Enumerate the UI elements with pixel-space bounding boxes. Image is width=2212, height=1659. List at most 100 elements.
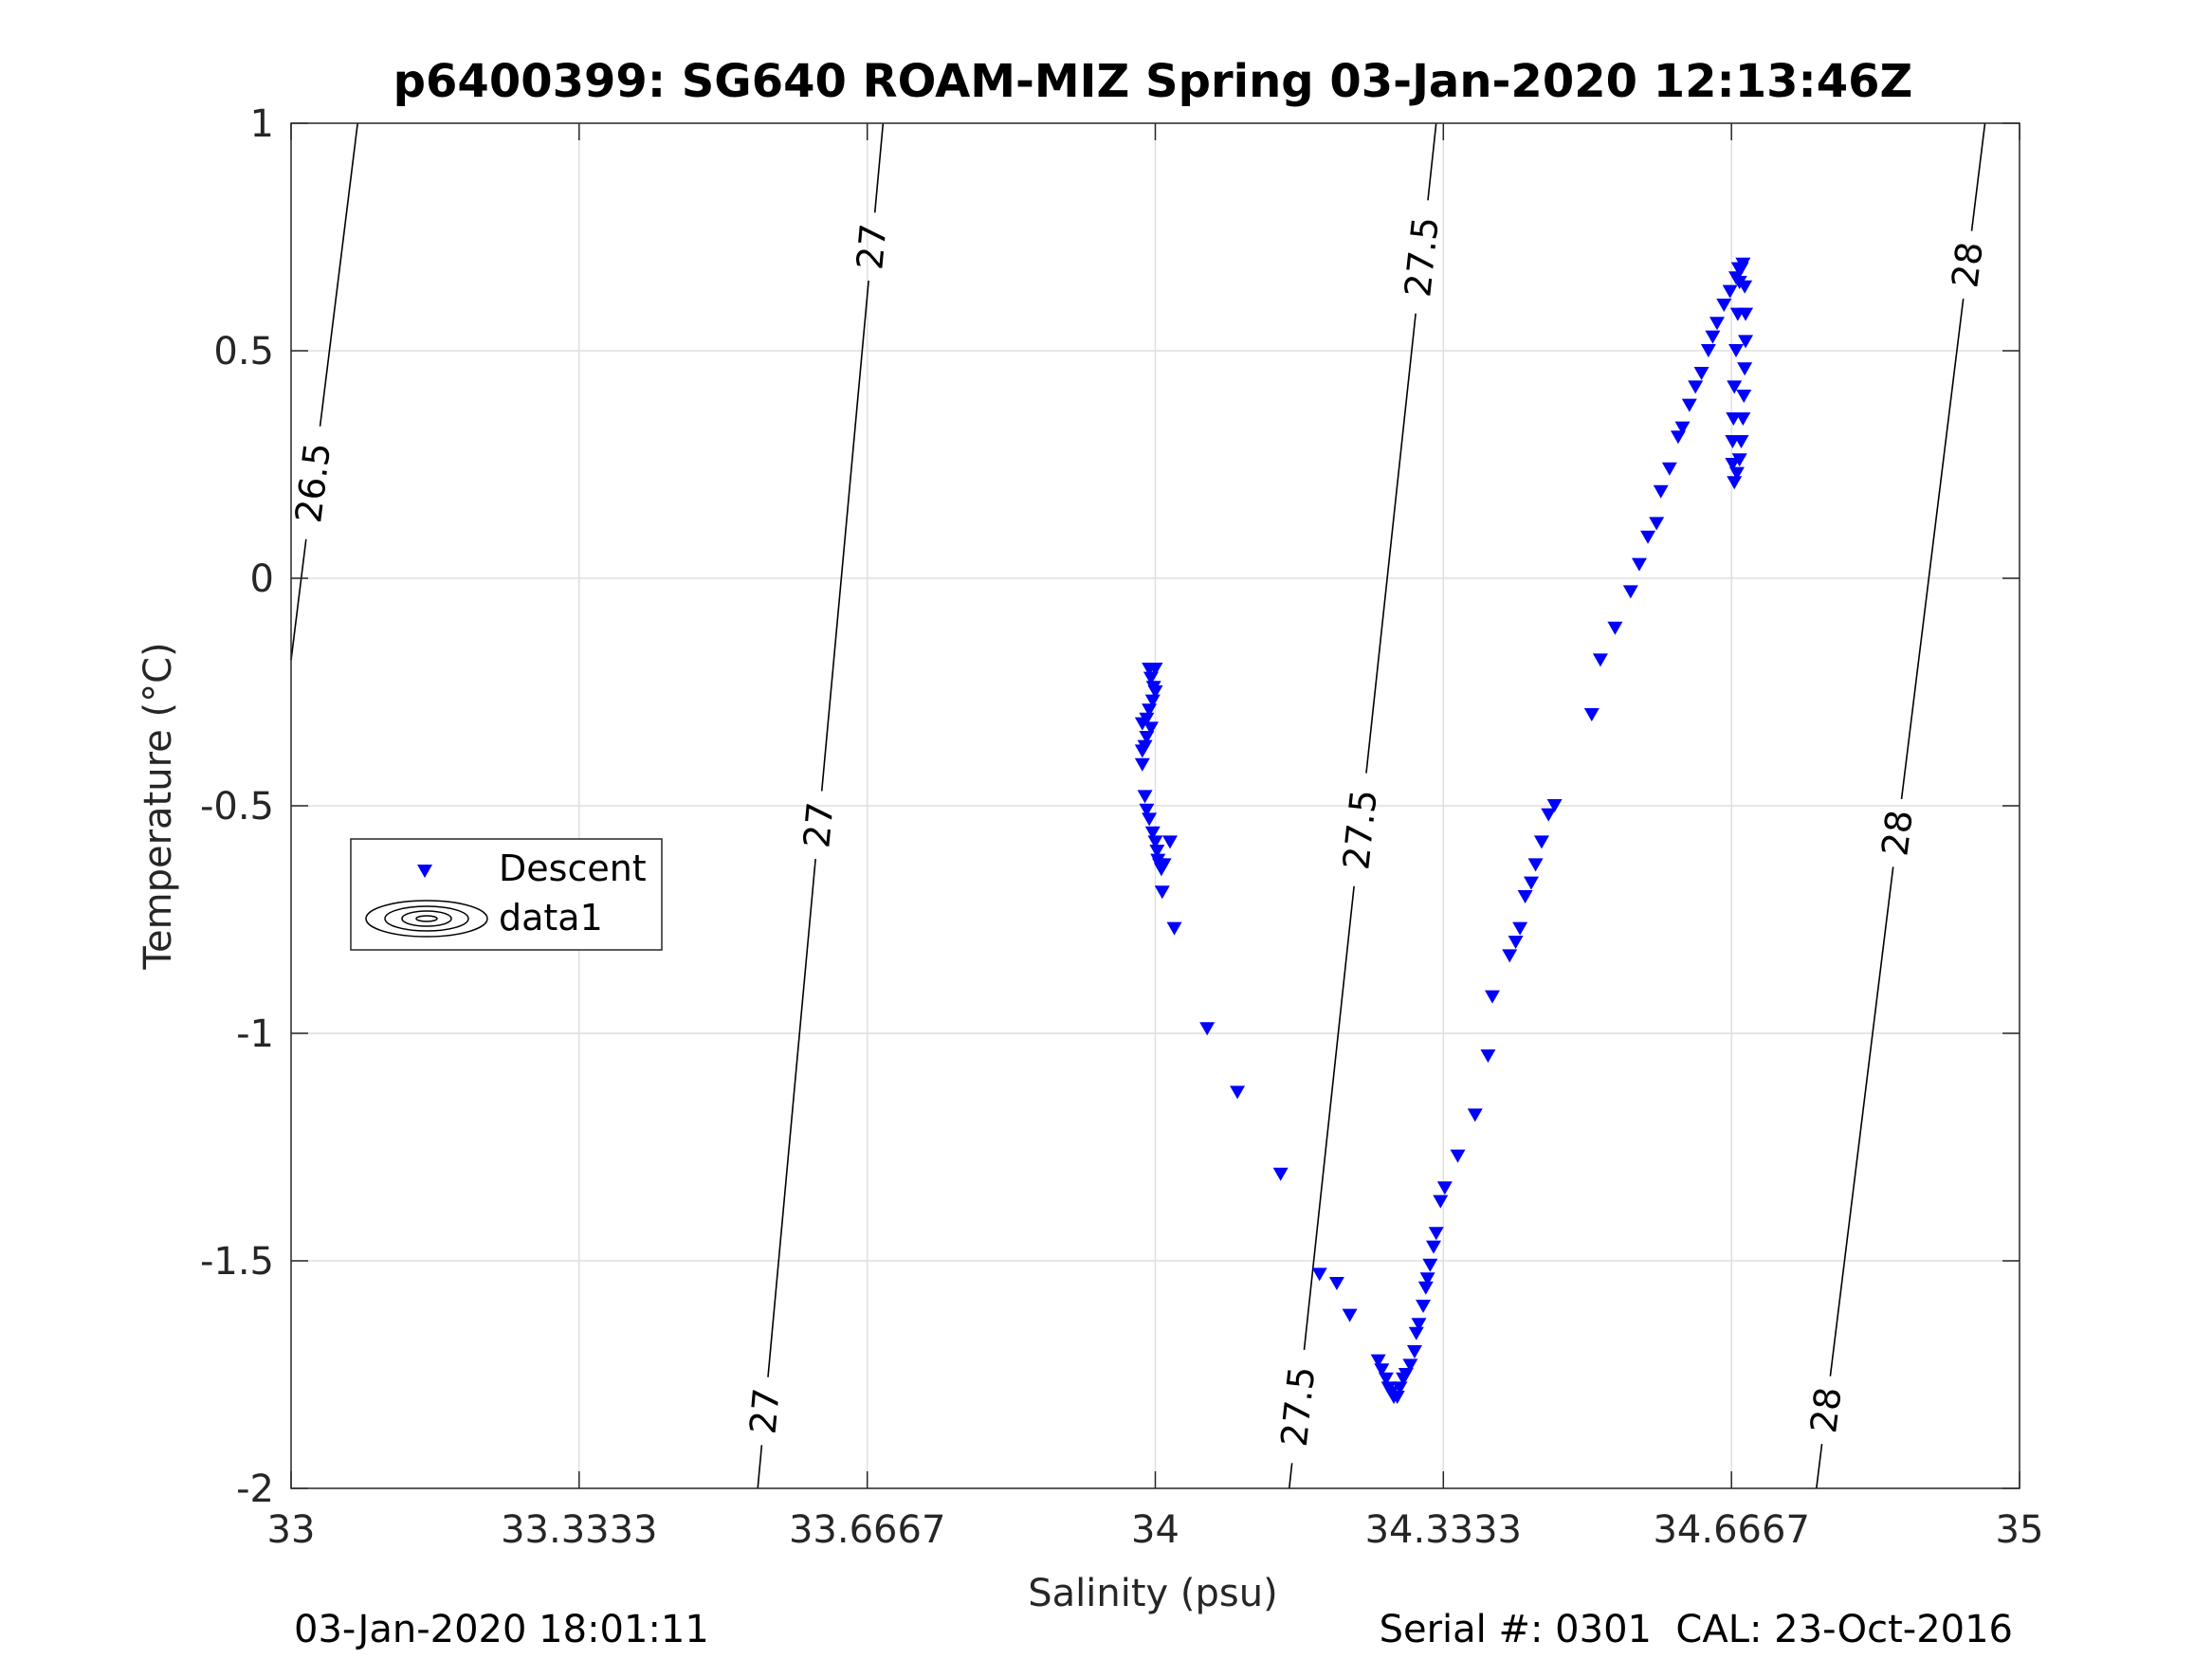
legend-contour-icon	[365, 900, 488, 938]
descent-point	[1484, 990, 1500, 1004]
contour-line	[319, 122, 358, 427]
descent-point	[1722, 284, 1738, 299]
descent-point	[1709, 317, 1725, 331]
y-tick-label: -1	[236, 1012, 274, 1056]
legend-data1-label: data1	[499, 897, 603, 939]
descent-point	[1517, 890, 1533, 903]
descent-point	[1738, 335, 1754, 349]
legend-descent-label: Descent	[499, 848, 647, 889]
descent-point	[1389, 1391, 1405, 1404]
descent-point	[1546, 799, 1563, 812]
contour-label: 27	[742, 1386, 788, 1435]
descent-point	[1406, 1345, 1422, 1358]
descent-point	[1450, 1149, 1466, 1163]
descent-point	[1467, 1108, 1483, 1122]
descent-point	[1731, 276, 1747, 289]
descent-point	[1166, 921, 1182, 936]
descent-point	[1134, 744, 1150, 758]
contour-line	[873, 122, 885, 213]
legend: Descent data1	[350, 838, 663, 951]
descent-point	[1527, 858, 1544, 872]
descent-point	[1134, 717, 1150, 731]
contour-label: 27.5	[1335, 788, 1385, 872]
descent-point	[1143, 671, 1159, 685]
y-tick-label: -0.5	[200, 785, 274, 829]
legend-box	[350, 838, 663, 951]
chart-title: p6400399: SG640 ROAM-MIZ Spring 03-Jan-2…	[393, 55, 1913, 108]
descent-point	[1508, 936, 1524, 949]
grid-lines	[291, 123, 2020, 1488]
y-tick-label: 0	[250, 557, 274, 601]
descent-point	[1137, 790, 1153, 804]
legend-descent-marker	[417, 865, 432, 878]
y-tick-label: 0.5	[213, 330, 274, 374]
contour-line	[767, 859, 816, 1377]
descent-point	[1700, 344, 1716, 357]
descent-point	[1398, 1368, 1414, 1381]
contour-label: 28	[1874, 808, 1921, 858]
contour-line	[1288, 1463, 1293, 1489]
descent-point	[1737, 362, 1753, 376]
contour-line	[1900, 298, 1965, 800]
contour-label: 27.5	[1397, 215, 1447, 300]
descent-point	[1607, 621, 1623, 635]
descent-point	[1311, 1267, 1327, 1282]
descent-series	[1134, 257, 1754, 1404]
descent-point	[1649, 517, 1665, 531]
contour-line	[757, 1445, 763, 1489]
descent-point	[1693, 367, 1709, 380]
descent-point	[1147, 663, 1163, 676]
y-axis-label: Temperature (°C)	[137, 642, 180, 970]
x-tick-label: 33.6667	[789, 1508, 945, 1552]
descent-point	[1733, 262, 1749, 276]
descent-point	[1374, 1363, 1390, 1377]
contour-line	[1970, 122, 1986, 231]
descent-point	[1480, 1049, 1496, 1063]
descent-point	[1728, 344, 1745, 357]
contour-line	[1829, 866, 1894, 1376]
x-tick-label: 35	[1996, 1508, 2044, 1552]
descent-point	[1402, 1358, 1418, 1373]
descent-point	[1161, 835, 1178, 849]
descent-point	[1725, 458, 1741, 471]
descent-point	[1592, 653, 1608, 667]
descent-point	[1436, 1181, 1453, 1195]
descent-point	[1272, 1167, 1289, 1181]
footer-serial-cal: Serial #: 0301 CAL: 23-Oct-2016	[1379, 1608, 2013, 1651]
descent-point	[1416, 1300, 1432, 1313]
descent-point	[1422, 1258, 1438, 1272]
x-tick-label: 34.6667	[1653, 1508, 1809, 1552]
contour-line	[1427, 122, 1437, 201]
descent-point	[1426, 1240, 1442, 1254]
descent-point	[1541, 808, 1557, 822]
contour-label: 27.5	[1273, 1364, 1324, 1449]
contour-line	[1365, 313, 1417, 774]
x-tick-label: 33	[267, 1508, 316, 1552]
descent-point	[1143, 721, 1159, 736]
descent-point	[1134, 757, 1150, 772]
descent-point	[1199, 1022, 1216, 1036]
descent-point	[1328, 1277, 1344, 1290]
descent-point	[1533, 835, 1549, 849]
descent-point	[1139, 731, 1155, 744]
y-tick-label: -1.5	[200, 1240, 274, 1284]
descent-point	[1674, 421, 1691, 435]
x-tick-label: 33.3333	[501, 1508, 657, 1552]
axis-ticks: 33 33.3333 33.6667 34 34.3333 34.6667 35 1 0.5 0 -…	[200, 102, 2044, 1552]
descent-point	[1408, 1326, 1424, 1340]
y-tick-label: 1	[250, 102, 274, 146]
descent-point	[1728, 466, 1745, 481]
descent-point	[1433, 1194, 1449, 1209]
descent-point	[1653, 484, 1669, 499]
contour-label: 28	[1944, 240, 1991, 290]
descent-point	[1736, 390, 1752, 403]
descent-point	[1705, 330, 1721, 344]
descent-point	[1139, 803, 1155, 817]
descent-point	[1154, 885, 1170, 900]
contour-label: 27	[849, 222, 894, 271]
descent-point	[1729, 307, 1746, 321]
x-tick-label: 34	[1131, 1508, 1179, 1552]
descent-point	[1378, 1372, 1394, 1386]
